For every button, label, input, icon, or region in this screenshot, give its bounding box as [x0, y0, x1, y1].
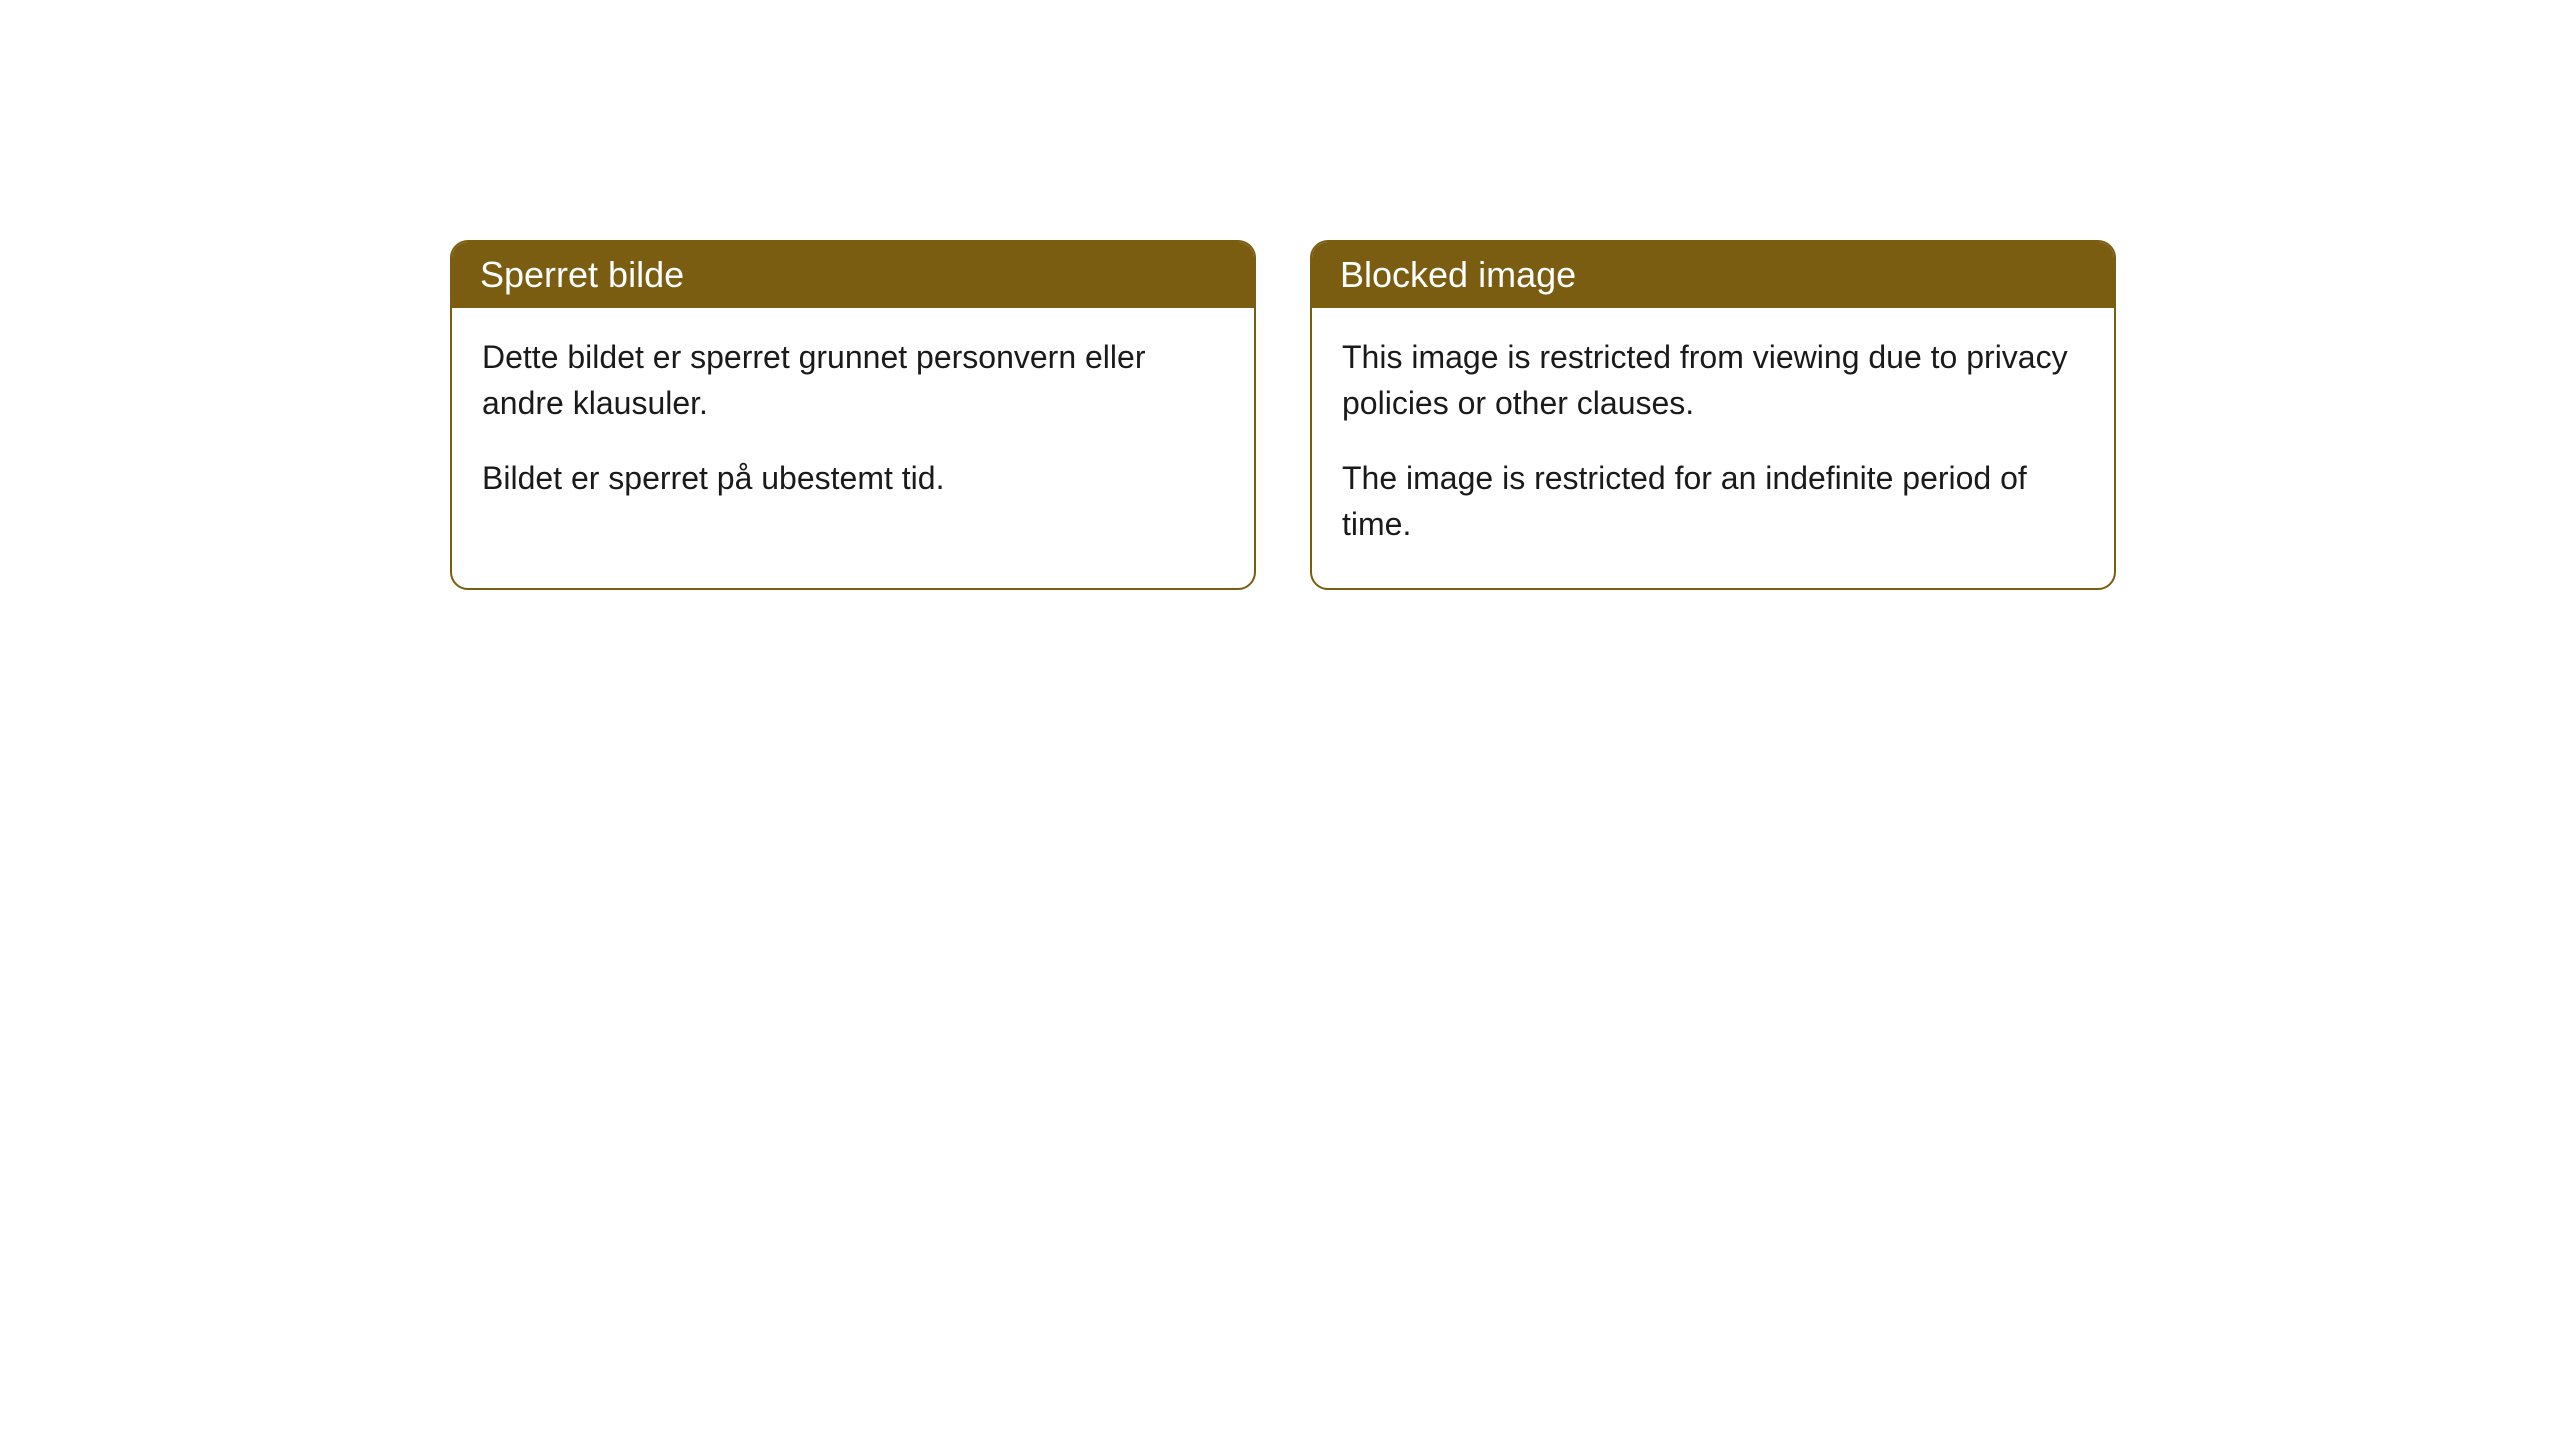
notice-card-no: Sperret bilde Dette bildet er sperret gr…: [450, 240, 1256, 590]
card-body: Dette bildet er sperret grunnet personve…: [452, 308, 1254, 541]
card-header: Blocked image: [1312, 242, 2114, 308]
body-paragraph: Bildet er sperret på ubestemt tid.: [482, 455, 1224, 501]
body-paragraph: This image is restricted from viewing du…: [1342, 334, 2084, 427]
card-body: This image is restricted from viewing du…: [1312, 308, 2114, 588]
body-paragraph: Dette bildet er sperret grunnet personve…: [482, 334, 1224, 427]
notice-card-en: Blocked image This image is restricted f…: [1310, 240, 2116, 590]
card-header: Sperret bilde: [452, 242, 1254, 308]
body-paragraph: The image is restricted for an indefinit…: [1342, 455, 2084, 548]
notice-container: Sperret bilde Dette bildet er sperret gr…: [0, 0, 2560, 590]
